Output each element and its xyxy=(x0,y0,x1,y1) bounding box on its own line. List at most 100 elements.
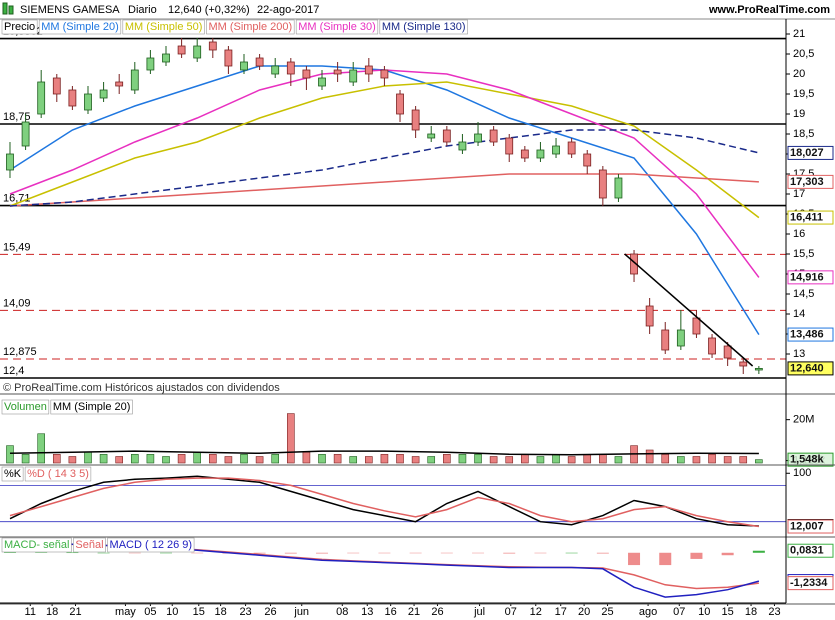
histogram-bar xyxy=(472,552,485,554)
legend-entry: Señal xyxy=(75,539,103,551)
volume-bar xyxy=(489,456,498,464)
candle-body xyxy=(427,133,436,139)
candle-body xyxy=(536,149,545,159)
candle-body xyxy=(552,145,560,155)
x-tick-label: jul xyxy=(473,606,485,618)
x-tick-label: ago xyxy=(639,606,657,618)
legend-entry: %K xyxy=(4,468,22,480)
legend-entry: MACD- señal xyxy=(4,539,69,551)
volume-bar xyxy=(365,456,373,464)
legend-entry: %D ( 14 3 5) xyxy=(27,468,89,480)
x-tick-label: 25 xyxy=(601,606,613,618)
x-tick-label: 18 xyxy=(214,606,226,618)
candle-body xyxy=(21,121,30,147)
quote: 12,640 (+0,32%) xyxy=(168,4,250,16)
value-label: 13,486 xyxy=(790,328,824,340)
candle-body xyxy=(208,41,217,51)
candle-body xyxy=(333,69,342,75)
candle-body xyxy=(52,77,61,95)
candle-body xyxy=(146,57,155,71)
value-box xyxy=(787,210,834,225)
x-tick-label: 10 xyxy=(698,606,710,618)
candle-body xyxy=(692,317,701,335)
candle-body xyxy=(255,57,264,67)
oscillator-line xyxy=(9,477,760,528)
candle-body xyxy=(505,137,514,155)
y-tick-label: 14,5 xyxy=(793,288,814,300)
y-tick-label: 13 xyxy=(793,348,805,360)
value-box xyxy=(787,361,834,376)
candle-body xyxy=(567,141,576,155)
volume-bar xyxy=(115,456,123,464)
candle-body xyxy=(240,61,248,71)
legend-box xyxy=(206,19,295,35)
volume-bar xyxy=(177,454,186,464)
legend-entry: Volumen xyxy=(4,401,47,413)
value-box xyxy=(787,327,834,342)
volume-bar xyxy=(458,454,467,464)
volume-bar xyxy=(380,454,389,464)
legend-box xyxy=(295,19,379,35)
candle-body xyxy=(302,69,311,79)
volume-bar xyxy=(209,454,217,464)
volume-bar xyxy=(614,456,623,464)
histogram-bar xyxy=(159,552,172,554)
y-tick-label: 21 xyxy=(793,28,805,40)
histogram-bar xyxy=(191,552,204,554)
volume-bar xyxy=(692,456,701,464)
histogram-bar xyxy=(316,552,329,554)
volume-bar xyxy=(567,456,576,464)
y-tick-label: 100 xyxy=(793,467,811,479)
legend-box xyxy=(1,19,38,35)
y-tick-label: 17 xyxy=(793,188,805,200)
x-tick-label: 18 xyxy=(46,606,58,618)
volume-bar xyxy=(723,456,732,464)
value-label: 1,548k xyxy=(790,454,825,466)
volume-bar xyxy=(755,459,763,464)
volume-bar xyxy=(349,456,358,464)
y-tick-label: 20,5 xyxy=(793,48,814,60)
x-tick-label: 21 xyxy=(408,606,420,618)
logo-icon xyxy=(2,2,8,15)
histogram-bar xyxy=(284,552,297,554)
volume-bar xyxy=(162,456,170,464)
candle-body xyxy=(411,109,420,131)
histogram-bar xyxy=(628,552,641,566)
candle-body xyxy=(739,361,748,367)
candle-body xyxy=(583,153,592,167)
histogram-bar xyxy=(35,552,48,553)
level-label: 18,75 xyxy=(3,111,31,123)
legend-entry: MACD ( 12 26 9) xyxy=(110,539,193,551)
legend-entry: MM (Simple 50) xyxy=(125,21,203,33)
x-tick-label: 12 xyxy=(530,606,542,618)
y-tick-label: 20M xyxy=(793,414,814,426)
candle-body xyxy=(115,81,124,87)
y-tick-label: 19,5 xyxy=(793,88,814,100)
volume-bar xyxy=(302,451,311,464)
volume-bar xyxy=(599,454,607,464)
candle-body xyxy=(442,129,451,143)
candle-body xyxy=(676,329,685,347)
x-tick-label: 17 xyxy=(555,606,567,618)
legend-entry: MM (Simple 130) xyxy=(382,21,466,33)
date: 22-ago-2017 xyxy=(257,4,319,16)
candle-body xyxy=(645,305,654,327)
candle-body xyxy=(224,49,233,67)
volume-bar xyxy=(708,454,716,464)
candle-body xyxy=(84,93,92,111)
level-label: 14,09 xyxy=(3,297,31,309)
value-box xyxy=(787,174,834,189)
volume-average xyxy=(9,450,759,456)
volume-bar xyxy=(84,451,92,464)
candle-body xyxy=(661,329,670,351)
candle-body xyxy=(614,177,623,199)
y-tick-label: 20 xyxy=(793,68,805,80)
volume-bar xyxy=(240,454,248,464)
x-tick-label: 15 xyxy=(722,606,734,618)
candle-body xyxy=(177,45,186,55)
x-tick-label: 07 xyxy=(505,606,517,618)
chart-title: SIEMENS GAMESA xyxy=(20,4,120,16)
x-tick-label: 07 xyxy=(673,606,685,618)
candle-body xyxy=(723,345,732,359)
value-label: 16,411 xyxy=(790,211,823,223)
